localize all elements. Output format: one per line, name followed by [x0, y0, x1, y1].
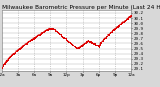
Text: Milwaukee Barometric Pressure per Minute (Last 24 Hours): Milwaukee Barometric Pressure per Minute… [2, 5, 160, 10]
